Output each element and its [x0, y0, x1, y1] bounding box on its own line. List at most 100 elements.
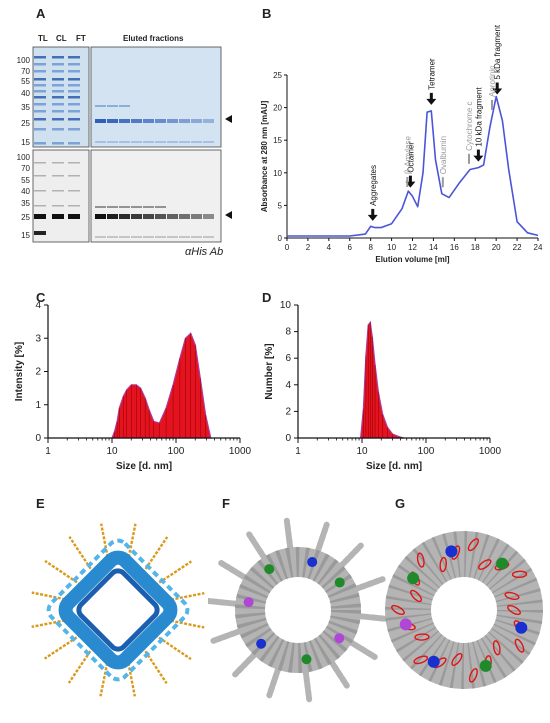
blot-band — [68, 190, 80, 192]
ribbon-core-inner — [76, 568, 160, 652]
x-tick-label: 4 — [327, 243, 332, 252]
eluted-band — [107, 141, 118, 143]
standard-marker — [406, 176, 409, 187]
surface-patch — [334, 633, 345, 644]
eluted-band — [95, 105, 106, 107]
mw-top-100: 100 — [17, 56, 31, 65]
blot-band — [34, 190, 46, 192]
eluted-band — [143, 141, 154, 143]
eluted-band — [179, 141, 190, 143]
x-tick-label: 22 — [513, 243, 522, 252]
lane-band — [68, 142, 80, 145]
x-tick-label: 1000 — [229, 446, 252, 457]
lane-band — [52, 56, 64, 59]
mw-top-55: 55 — [21, 77, 30, 86]
blot-band — [179, 236, 190, 238]
lane-band — [52, 63, 64, 66]
x-tick-label: 20 — [492, 243, 501, 252]
coomassie-gel-right — [90, 46, 222, 148]
y-tick-label: 10 — [280, 300, 292, 311]
panel-letter-a: A — [36, 6, 46, 21]
annotation-arrow-head — [426, 98, 437, 105]
y-tick-label: 3 — [35, 333, 41, 344]
lane-band — [52, 103, 64, 106]
helix-patch — [496, 557, 509, 570]
helix-coil — [416, 552, 425, 568]
antibody-label: αHis Ab — [185, 246, 224, 258]
blot-band — [95, 206, 106, 208]
surface-patches — [243, 557, 345, 665]
surface-ring-shade — [235, 547, 361, 673]
mw-top-25: 25 — [21, 119, 30, 128]
surface-patch — [301, 654, 312, 665]
helix-patch — [427, 655, 440, 668]
blot-band — [191, 214, 202, 219]
helix-coil — [467, 538, 480, 552]
standard-label: Ovalbumin — [439, 136, 448, 174]
mw-top-40: 40 — [21, 89, 30, 98]
lane-band — [68, 96, 80, 99]
x-tick-label: 10 — [387, 243, 396, 252]
helix-coil — [511, 570, 528, 579]
mw-top-35: 35 — [21, 103, 30, 112]
eluted-band — [167, 119, 178, 123]
eluted-band — [203, 119, 214, 123]
ribbon-core-ring — [58, 550, 178, 670]
lane-band — [68, 118, 80, 121]
blot-band — [191, 236, 202, 238]
blot-band — [143, 236, 154, 238]
annotation-label: 10 kDa fragment — [474, 87, 483, 147]
blot-band — [34, 214, 46, 219]
eluted-band — [107, 119, 118, 123]
surface-tail — [283, 517, 294, 554]
x-tick-label: 24 — [534, 243, 543, 252]
helix-patch — [407, 572, 420, 585]
surface-structure-image — [208, 517, 388, 703]
surface-patch — [334, 577, 345, 588]
blot-band — [167, 214, 178, 219]
blot-band — [95, 236, 106, 238]
western-blot-right — [90, 149, 222, 243]
blot-band — [95, 214, 106, 219]
gel-panel: TL CL FT Eluted fractions 100 70 55 40 3… — [17, 34, 232, 243]
helix-coil — [514, 638, 525, 653]
lane-band — [34, 90, 46, 93]
panel-letter-b: B — [262, 6, 272, 21]
lane-band — [34, 118, 46, 121]
mw-top-15: 15 — [21, 138, 30, 147]
y-tick-label: 1 — [35, 400, 41, 411]
y-axis-title: Absorbance at 280 nm [mAU] — [260, 100, 269, 212]
panel-letter-f: F — [222, 496, 230, 511]
helix-coil — [439, 556, 447, 573]
annotation-label: Tetramer — [427, 58, 436, 90]
x-tick-label: 0 — [285, 243, 290, 252]
western-blot-left — [32, 149, 90, 243]
surface-tail — [246, 531, 269, 563]
blot-band — [107, 206, 118, 208]
blot-band — [155, 236, 166, 238]
surface-tail — [314, 521, 330, 557]
ribbon-tails — [31, 523, 205, 697]
band-arrowhead-top — [225, 115, 232, 123]
lane-band — [68, 70, 80, 73]
surface-tail — [218, 560, 250, 582]
x-tick-label: 1 — [45, 446, 51, 457]
blot-band — [68, 162, 80, 164]
annotation-arrow-head — [367, 214, 378, 221]
lane-band — [52, 128, 64, 131]
lane-band — [34, 103, 46, 106]
lane-band — [34, 63, 46, 66]
x-tick-label: 100 — [168, 446, 185, 457]
y-tick-label: 5 — [278, 201, 283, 210]
annotation-label: 5 kDa fragment — [493, 24, 502, 79]
lane-band — [34, 70, 46, 73]
eluted-band — [191, 141, 202, 143]
lane-band — [34, 96, 46, 99]
x-tick-label: 12 — [408, 243, 417, 252]
blot-band — [34, 162, 46, 164]
helix-coil — [410, 589, 423, 603]
annotation-label: Aggregates — [369, 165, 378, 206]
y-tick-label: 4 — [35, 300, 41, 311]
eluted-band — [203, 141, 214, 143]
coomassie-bands — [34, 56, 214, 145]
